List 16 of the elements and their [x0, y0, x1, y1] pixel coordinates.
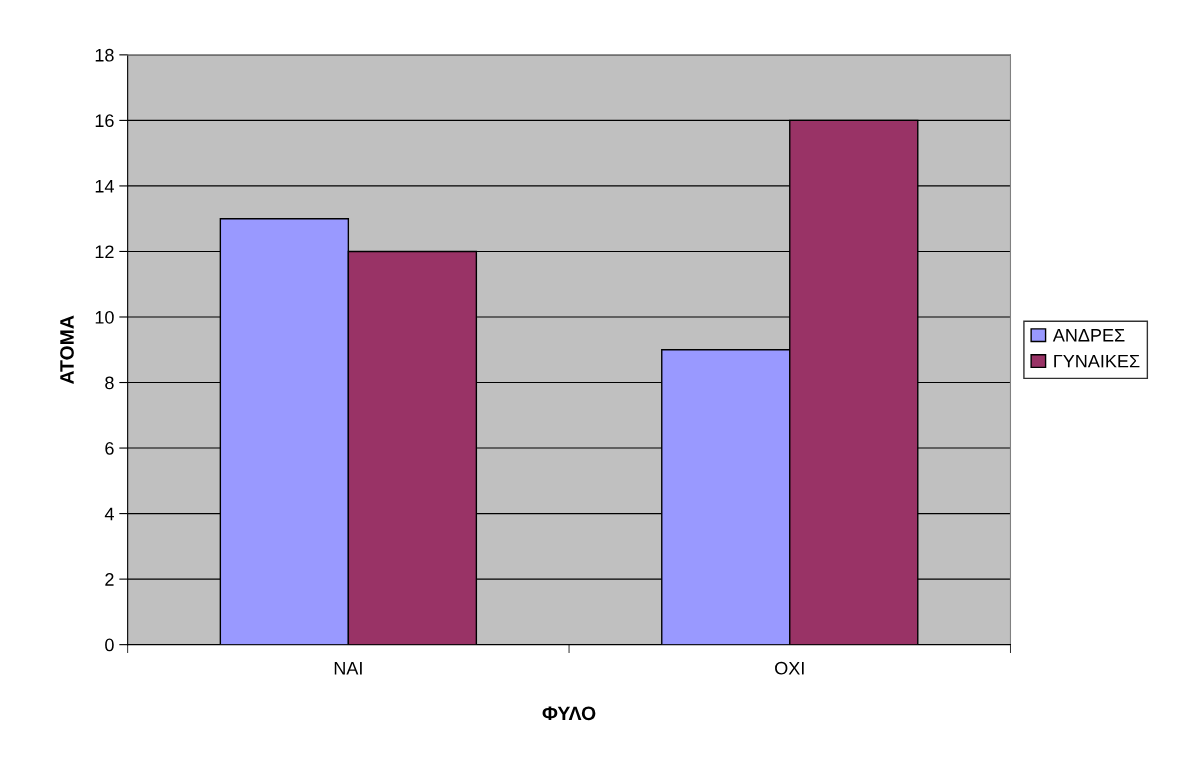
x-axis-title: ΦΥΛΟ — [542, 706, 596, 721]
x-tick-label: ΟΧΙ — [775, 661, 804, 675]
y-tick-label: 14 — [95, 180, 114, 193]
y-tick-label: 10 — [95, 310, 114, 324]
y-tick-label: 2 — [105, 573, 114, 586]
legend-label: ΑΝΔΡΕΣ — [1052, 329, 1125, 342]
y-tick-label: 0 — [105, 638, 114, 652]
y-tick-label: 8 — [105, 376, 114, 390]
x-tick-label: ΝΑΙ — [334, 661, 362, 675]
y-tick-label: 16 — [95, 114, 114, 128]
y-tick-label: 4 — [104, 507, 114, 521]
y-tick-label: 6 — [105, 441, 114, 455]
legend-label: ΓΥΝΑΙΚΕΣ — [1054, 354, 1140, 368]
y-tick-label: 18 — [95, 48, 114, 62]
y-axis-title: ΑΤΟΜΑ — [60, 315, 74, 384]
y-tick-label: 12 — [95, 245, 114, 258]
